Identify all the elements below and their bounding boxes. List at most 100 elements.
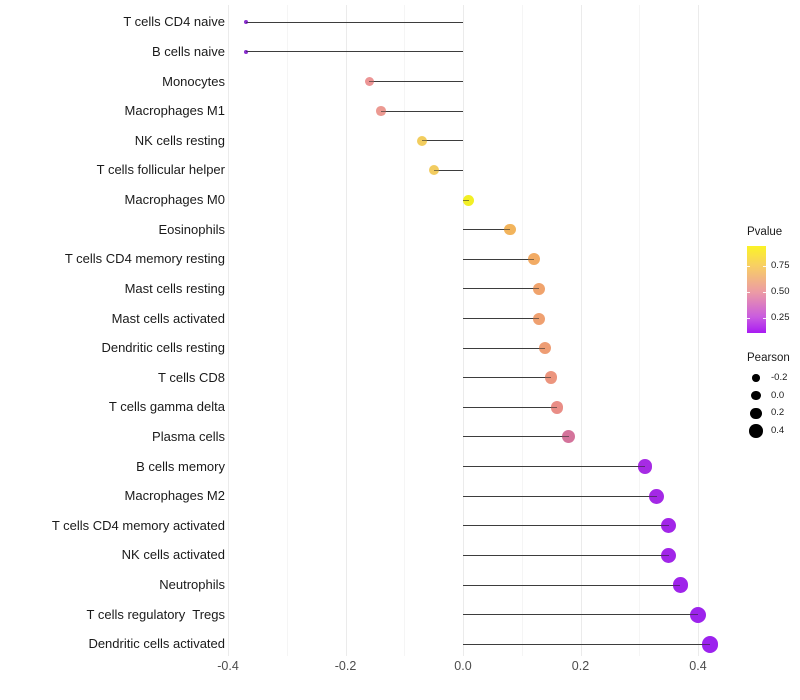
lollipop-stick-overlay	[245, 21, 248, 23]
y-axis-label: B cells naive	[152, 43, 225, 59]
lollipop-stick-overlay	[672, 584, 681, 586]
y-axis-label: T cells CD8	[158, 369, 225, 385]
lollipop-stick	[463, 347, 546, 349]
lollipop-stick-overlay	[527, 258, 534, 260]
lollipop-stick	[245, 51, 463, 53]
pearson-legend-dot	[749, 424, 763, 438]
pvalue-legend-title: Pvalue	[747, 226, 783, 238]
lollipop-stick	[463, 554, 669, 556]
lollipop-stick	[463, 525, 669, 527]
lollipop-stick-overlay	[637, 466, 646, 468]
lollipop-dot	[649, 488, 665, 504]
lollipop-stick	[463, 466, 646, 468]
gridline-minor	[639, 5, 641, 656]
lollipop-stick-overlay	[421, 140, 427, 142]
lollipop-stick-overlay	[701, 643, 710, 645]
gridline-major	[345, 5, 347, 656]
x-axis-tick-label: 0.2	[571, 659, 590, 673]
y-axis-label: T cells follicular helper	[96, 162, 225, 178]
pvalue-colorbar-tick	[747, 292, 750, 293]
lollipop-dot	[504, 223, 516, 236]
lollipop-stick	[463, 436, 569, 438]
lollipop-dot	[463, 194, 475, 206]
gridline-minor	[286, 5, 288, 656]
lollipop-dot	[533, 282, 546, 295]
pvalue-gradient-bar	[747, 246, 766, 333]
y-axis-label: Macrophages M2	[124, 488, 225, 504]
lollipop-dot	[562, 430, 576, 444]
lollipop-stick	[433, 169, 463, 171]
lollipop-stick	[421, 140, 463, 142]
pvalue-colorbar-tick	[747, 265, 750, 267]
lollipop-dot	[661, 518, 677, 534]
y-axis-label: NK cells resting	[134, 132, 225, 148]
lollipop-stick	[463, 584, 681, 586]
x-axis-tick-label: -0.4	[217, 659, 239, 673]
lollipop-stick-overlay	[533, 288, 540, 290]
lollipop-dot	[533, 312, 546, 325]
lollipop-stick-overlay	[649, 495, 657, 497]
lollipop-dot	[527, 253, 540, 266]
lollipop-stick-overlay	[550, 406, 557, 408]
lollipop-stick	[245, 21, 463, 23]
lollipop-stick-overlay	[661, 525, 669, 527]
pearson-legend-label: 0.2	[771, 407, 785, 419]
y-axis-label: Plasma cells	[152, 428, 225, 444]
lollipop-dot	[539, 342, 552, 355]
pearson-legend-dot	[751, 390, 761, 401]
y-axis-label: T cells CD4 memory activated	[51, 517, 225, 533]
pearson-legend-title: Pearson	[747, 352, 790, 364]
pvalue-legend-tick-label: 0.50	[771, 286, 790, 297]
gridline-major	[228, 5, 229, 656]
y-axis-label: Monocytes	[162, 73, 225, 89]
x-axis-tick-label: 0.0	[454, 659, 472, 673]
lollipop-dot	[661, 547, 677, 563]
y-axis-label: Macrophages M0	[124, 192, 225, 208]
gridline-major	[698, 5, 699, 656]
lollipop-stick-overlay	[245, 51, 248, 53]
y-axis-label: T cells regulatory Tregs	[86, 606, 225, 622]
y-axis-label: Neutrophils	[159, 577, 225, 593]
y-axis-label: T cells CD4 naive	[123, 14, 225, 30]
x-axis-tick-label: 0.4	[689, 659, 707, 673]
lollipop-dot	[550, 401, 564, 414]
lollipop-stick-overlay	[539, 347, 546, 349]
y-axis-label: Dendritic cells activated	[88, 636, 225, 652]
gridline-minor	[404, 5, 406, 656]
y-axis-label: T cells gamma delta	[108, 399, 225, 415]
lollipop-stick	[369, 81, 463, 83]
pvalue-legend-tick-label: 0.25	[771, 311, 790, 323]
y-axis-label: T cells CD4 memory resting	[64, 251, 225, 267]
lollipop-stick-overlay	[380, 110, 386, 112]
lollipop-stick	[463, 377, 552, 379]
y-axis-label: Mast cells resting	[124, 280, 225, 296]
pearson-legend-label: 0.4	[771, 425, 785, 437]
lollipop-stick-overlay	[504, 229, 510, 231]
lollipop-dot	[637, 459, 653, 474]
pvalue-legend-tick-label: 0.75	[771, 259, 790, 271]
lollipop-stick-overlay	[544, 377, 552, 379]
lollipop-stick	[463, 258, 534, 260]
pearson-legend-dot	[752, 374, 760, 382]
lollipop-stick	[463, 318, 540, 319]
lollipop-dot	[672, 577, 689, 593]
lollipop-stick-overlay	[433, 169, 439, 171]
y-axis-label: NK cells activated	[121, 547, 225, 563]
lollipop-stick	[463, 288, 540, 290]
lollipop-stick	[463, 229, 510, 231]
pvalue-colorbar-tick	[747, 317, 750, 319]
pvalue-colorbar-tick	[763, 292, 766, 293]
lollipop-stick	[463, 406, 557, 408]
gridline-major	[580, 5, 582, 656]
gridline-major	[463, 5, 464, 656]
lollipop-stick-overlay	[369, 81, 374, 83]
lollipop-stick-overlay	[463, 199, 469, 201]
pearson-legend-label: -0.2	[771, 372, 788, 383]
pvalue-colorbar-tick	[763, 265, 766, 267]
lollipop-stick-overlay	[562, 436, 569, 438]
y-axis-label: Mast cells activated	[111, 310, 225, 326]
gridline-minor	[521, 5, 523, 656]
y-axis-label: Eosinophils	[158, 221, 226, 237]
y-axis-label: Dendritic cells resting	[101, 340, 225, 356]
